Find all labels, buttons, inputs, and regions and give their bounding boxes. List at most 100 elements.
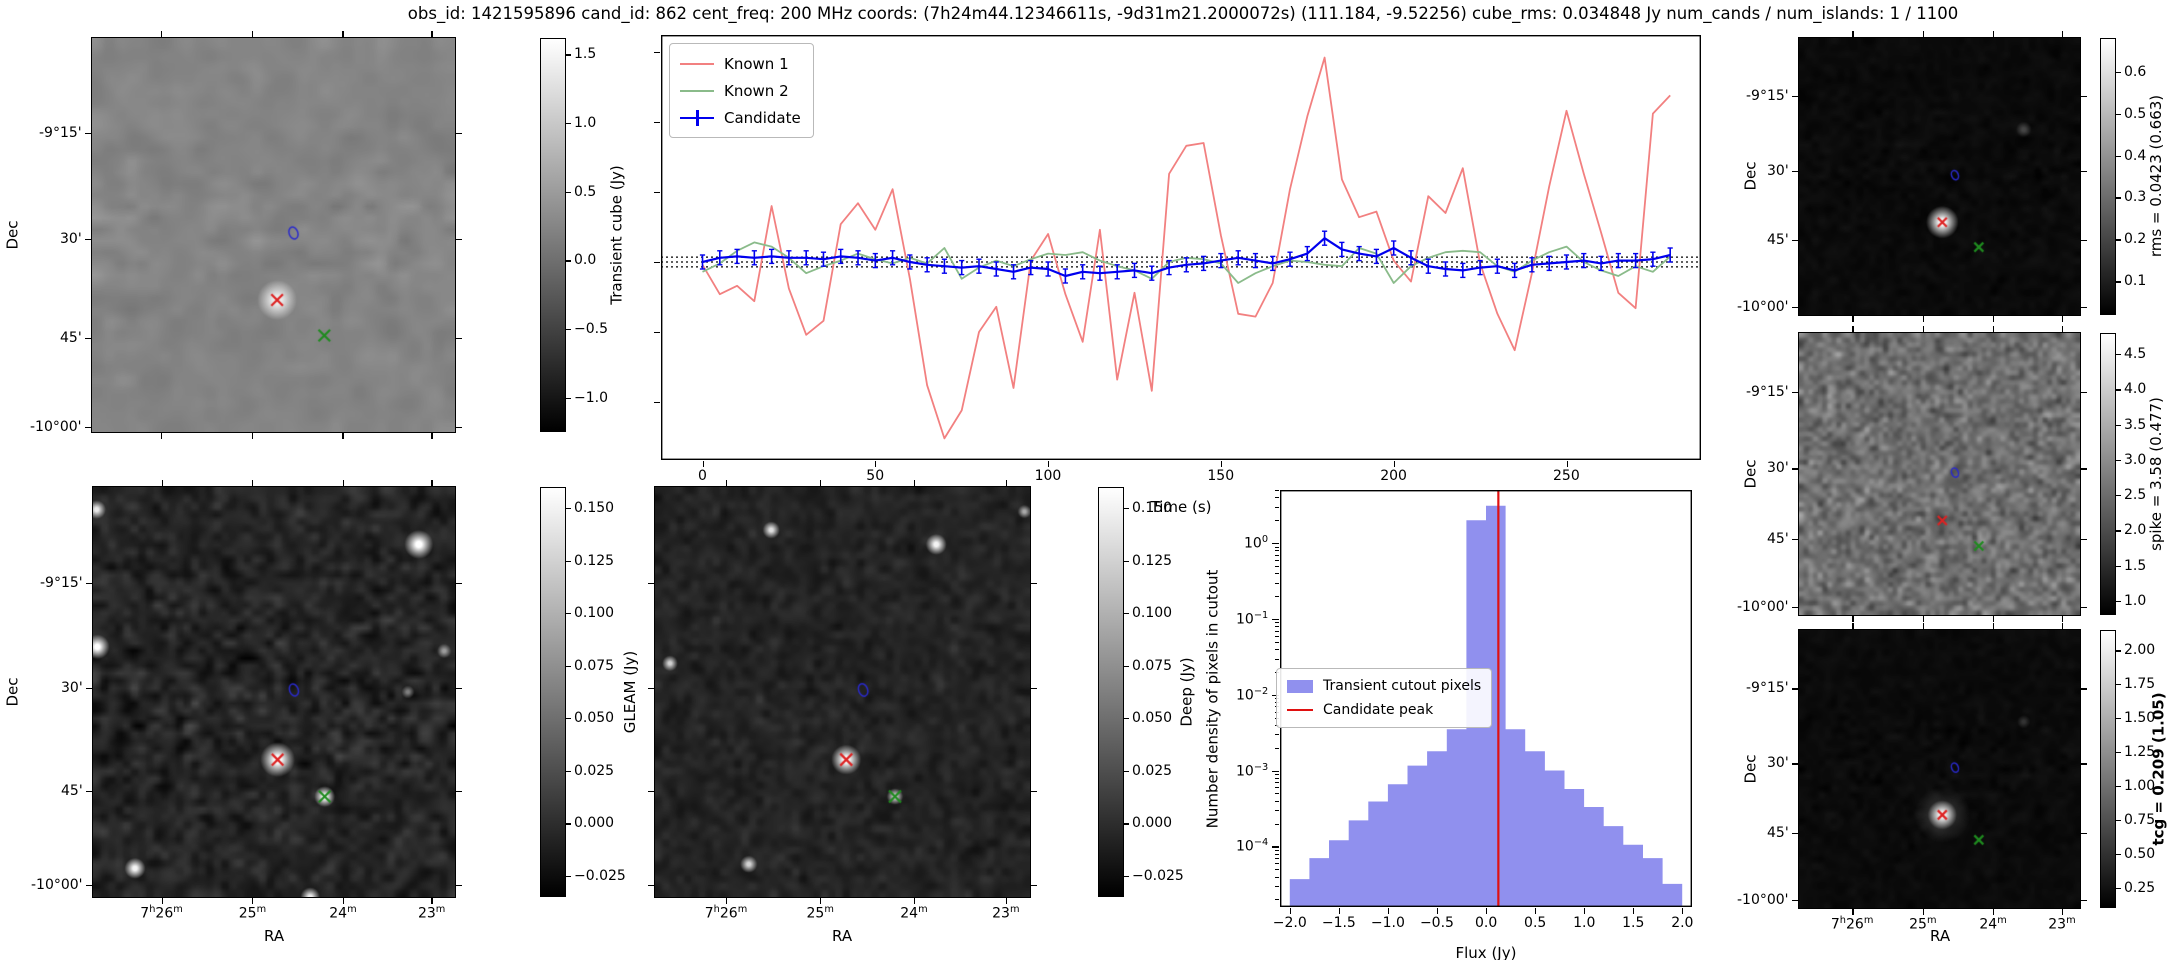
- transient-dec-tick-label: -10°00': [30, 419, 82, 435]
- gleam-dec-tick-label: 30': [61, 680, 83, 696]
- transient-xtick: [431, 433, 432, 439]
- tcg-ra-tick-label: 24m: [1979, 915, 2006, 933]
- light-curve-ytick: [654, 192, 660, 193]
- light-curve-xtick: [1394, 461, 1395, 467]
- light-curve-ytick: [654, 52, 660, 53]
- spike-ytick: [2081, 392, 2087, 393]
- histogram-xtick-label: 2.0: [1671, 915, 1693, 931]
- histogram-ytick-label: 10−3: [1236, 762, 1268, 780]
- transient-image: [92, 38, 455, 432]
- histogram-xtick-label: 0.5: [1524, 915, 1546, 931]
- light-curve-xtick-label: 150: [1207, 468, 1234, 484]
- deep-colorbar-tick-label: 0.050: [1132, 710, 1172, 726]
- tcg-ytick: [1792, 763, 1798, 764]
- rms-colorbar-tick-label: 0.3: [2124, 189, 2146, 205]
- spike-xtick: [1993, 616, 1994, 622]
- deep-ra-tick-label: 23m: [992, 904, 1019, 922]
- spike-colorbar-tick: [2116, 601, 2121, 602]
- histogram-minor-ytick: [1275, 490, 1279, 491]
- histogram-minor-ytick: [1275, 573, 1279, 574]
- histogram-xtick-label: −2.0: [1273, 915, 1307, 931]
- transient-ytick: [85, 427, 91, 428]
- transient-colorbar-tick-label: 1.0: [574, 115, 596, 131]
- transient-dec-tick-label: 45': [60, 330, 82, 346]
- rms-xtick: [1993, 31, 1994, 37]
- tcg-ra-tick-label: 7h26m: [1831, 915, 1874, 933]
- spike-colorbar-tick: [2116, 530, 2121, 531]
- spike-colorbar-tick-label: 1.5: [2124, 558, 2146, 574]
- light-curve-xtick: [703, 461, 704, 467]
- histogram-xtick-label: −1.0: [1371, 915, 1405, 931]
- spike-colorbar-tick-label: 3.5: [2124, 417, 2146, 433]
- gleam-ytick: [86, 791, 92, 792]
- histogram-xtick-label: 1.0: [1573, 915, 1595, 931]
- tcg-colorbar-tick: [2116, 718, 2121, 719]
- gleam-dec-tick-label: -10°00': [31, 877, 83, 893]
- rms-image: [1799, 38, 2080, 315]
- light-curve-xtick-label: 200: [1380, 468, 1407, 484]
- gleam-colorbar-tick: [566, 823, 571, 824]
- spike-ytick: [1792, 607, 1798, 608]
- deep-colorbar-tick-label: 0.025: [1132, 763, 1172, 779]
- gleam-ytick: [456, 583, 462, 584]
- histogram-minor-ytick: [1275, 824, 1279, 825]
- transient-colorbar-tick: [566, 123, 571, 124]
- transient-colorbar-tick: [566, 329, 571, 330]
- light-curve-xtick: [1567, 461, 1568, 467]
- light-curve-xtick: [1048, 461, 1049, 467]
- transient-ytick: [85, 338, 91, 339]
- rms-colorbar-tick-label: 0.6: [2124, 64, 2146, 80]
- rms-xtick: [1993, 316, 1994, 322]
- gleam-colorbar-tick-label: 0.000: [574, 815, 614, 831]
- spike-colorbar-tick-label: 4.0: [2124, 381, 2146, 397]
- gleam-colorbar-tick: [566, 561, 571, 562]
- tcg-ytick: [1792, 833, 1798, 834]
- light-curve-xtick-label: 50: [866, 468, 884, 484]
- legend-row: Known 1: [680, 50, 801, 77]
- light-curve-legend: Known 1 Known 2 Candidate: [669, 43, 814, 138]
- gleam-dec-axis-label: Dec: [3, 677, 21, 706]
- histogram-minor-ytick: [1275, 596, 1279, 597]
- light-curve-xtick-label: 250: [1553, 468, 1580, 484]
- transient-colorbar: [540, 38, 566, 432]
- histogram-xtick: [1633, 908, 1634, 914]
- deep-xtick: [914, 480, 915, 486]
- histogram-xtick: [1535, 908, 1536, 914]
- spike-xtick: [2062, 616, 2063, 622]
- transient-colorbar-tick-label: 0.0: [574, 252, 596, 268]
- gleam-image: [93, 487, 455, 897]
- gleam-colorbar-tick: [566, 876, 571, 877]
- spike-colorbar-tick-label: 2.5: [2124, 487, 2146, 503]
- rms-ytick: [1792, 171, 1798, 172]
- deep-xtick: [1006, 480, 1007, 486]
- deep-colorbar-tick: [1124, 613, 1129, 614]
- transient-colorbar-tick: [566, 260, 571, 261]
- histogram-minor-ytick: [1275, 774, 1279, 775]
- histogram-minor-ytick: [1275, 631, 1279, 632]
- rms-colorbar-tick: [2116, 156, 2121, 157]
- histogram-xtick-label: −0.5: [1420, 915, 1454, 931]
- light-curve-plot: [661, 35, 1701, 460]
- rms-dec-tick-label: -10°00': [1737, 299, 1789, 315]
- gleam-ytick: [456, 885, 462, 886]
- transient-xtick: [252, 31, 253, 37]
- plot-border: [662, 36, 1701, 460]
- rms-ytick: [1792, 96, 1798, 97]
- rms-colorbar-tick: [2116, 239, 2121, 240]
- gleam-ytick: [86, 583, 92, 584]
- histogram-minor-ytick: [1275, 507, 1279, 508]
- histogram-minor-ytick: [1275, 626, 1279, 627]
- histogram-ytick: [1272, 543, 1279, 544]
- spike-dec-tick-label: 45': [1767, 531, 1789, 547]
- light-curve-xtick: [1221, 461, 1222, 467]
- tcg-colorbar-label: tcg = 0.209 (1.05): [2149, 692, 2167, 845]
- spike-colorbar-tick: [2116, 566, 2121, 567]
- legend-label: Candidate peak: [1323, 702, 1433, 718]
- gleam-colorbar-tick-label: 0.050: [574, 710, 614, 726]
- spike-colorbar-tick: [2116, 460, 2121, 461]
- deep-colorbar-tick: [1124, 561, 1129, 562]
- histogram-minor-ytick: [1275, 793, 1279, 794]
- deep-colorbar-tick: [1124, 666, 1129, 667]
- deep-ra-tick-label: 7h26m: [705, 904, 748, 922]
- cutout-pixels-patch-sample: [1287, 680, 1313, 693]
